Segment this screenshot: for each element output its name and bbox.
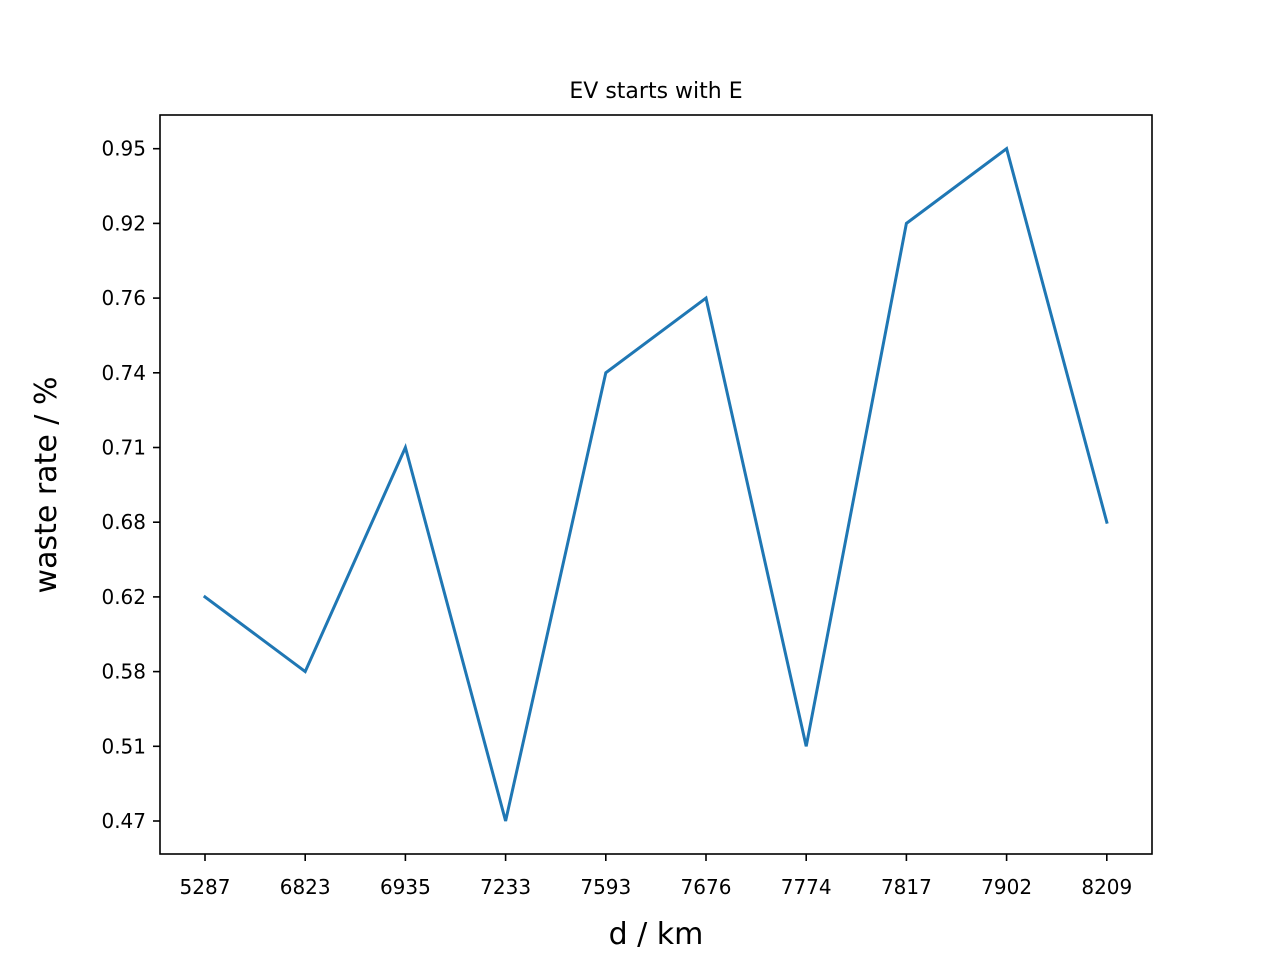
x-tick-label: 7902	[981, 875, 1032, 899]
x-tick-label: 7593	[580, 875, 631, 899]
x-tick-label: 7774	[781, 875, 832, 899]
y-tick-label: 0.71	[101, 436, 146, 460]
chart-title: EV starts with E	[569, 79, 742, 104]
y-tick-label: 0.58	[101, 660, 146, 684]
x-tick-label: 7676	[681, 875, 732, 899]
y-axis-label: waste rate / %	[29, 377, 64, 594]
y-tick-label: 0.62	[101, 585, 146, 609]
y-tick-label: 0.76	[101, 286, 146, 310]
y-tick-label: 0.51	[101, 734, 146, 758]
plot-frame	[159, 114, 1153, 855]
x-tick-label: 5287	[180, 875, 231, 899]
y-tick-label: 0.47	[101, 809, 146, 833]
x-tick-label: 6935	[380, 875, 431, 899]
x-tick-label: 7233	[480, 875, 531, 899]
x-tick-label: 7817	[881, 875, 932, 899]
y-tick-label: 0.95	[101, 137, 146, 161]
x-tick-label: 6823	[280, 875, 331, 899]
series-line-group	[202, 146, 1109, 822]
x-axis-ticks: 5287 6823 6935 7233 7593 7676 7774 7817 7902 8209	[180, 854, 1132, 899]
y-axis-ticks: 0.47 0.51 0.58 0.62 0.68 0.71 0.74 0.76 0.92 0.95	[101, 137, 160, 833]
series-line	[202, 146, 1109, 822]
y-tick-label: 0.92	[101, 211, 146, 235]
x-axis-label: d / km	[609, 917, 704, 952]
y-tick-label: 0.68	[101, 510, 146, 534]
x-tick-label: 8209	[1081, 875, 1132, 899]
y-tick-label: 0.74	[101, 361, 146, 385]
